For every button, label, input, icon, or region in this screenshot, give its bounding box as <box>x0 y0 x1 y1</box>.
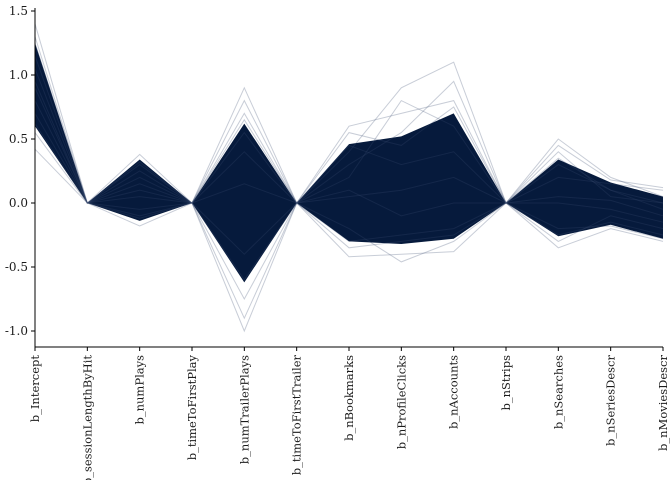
x-tick-label: b_nMoviesDescr <box>656 355 670 451</box>
y-tick-label: -0.5 <box>5 260 28 274</box>
series-line-2 <box>34 148 664 320</box>
series-line-6 <box>34 132 664 333</box>
x-tick-label: b_sessionLengthByHit <box>80 355 94 480</box>
x-tick-label: b_nProfileClicks <box>394 355 408 449</box>
series-line-1 <box>34 23 664 205</box>
axes-layer: -1.0 -0.5 0.0 0.5 1.0 1.5 b_Intercept b_session… <box>5 4 670 480</box>
x-tick-label: b_nStrips <box>499 355 513 411</box>
x-tick-label: b_timeToFirstTrailer <box>290 355 304 476</box>
y-tick-label: 0.0 <box>9 196 28 210</box>
x-tick-label: b_nSeriesDescr <box>604 355 618 446</box>
dense-band <box>35 43 663 283</box>
series-line-11 <box>34 87 664 301</box>
series-line-0 <box>34 81 664 217</box>
series-line-3 <box>34 55 664 204</box>
series-line-5 <box>34 42 664 204</box>
x-tick-label: b_Intercept <box>28 355 42 423</box>
series-line-4 <box>34 113 664 281</box>
series-line-9 <box>34 118 664 249</box>
x-tick-label: b_nSearches <box>551 355 565 429</box>
y-tick-label: -1.0 <box>5 324 28 338</box>
series-line-7 <box>34 99 664 204</box>
series-line-10 <box>34 36 664 204</box>
x-tick-label: b_numTrailerPlays <box>237 355 251 464</box>
x-tick-label: b_nAccounts <box>447 355 461 429</box>
lines-layer <box>34 23 664 333</box>
y-tick-label: 0.5 <box>9 132 28 146</box>
x-tick-label: b_numPlays <box>133 355 147 425</box>
x-tick-label: b_timeToFirstPlay <box>185 355 199 461</box>
ribbon-layer <box>35 43 663 283</box>
series-line-8 <box>34 68 664 255</box>
x-tick-label: b_nBookmarks <box>342 355 356 441</box>
y-tick-label: 1.0 <box>9 68 28 82</box>
y-tick-label: 1.5 <box>9 4 28 18</box>
